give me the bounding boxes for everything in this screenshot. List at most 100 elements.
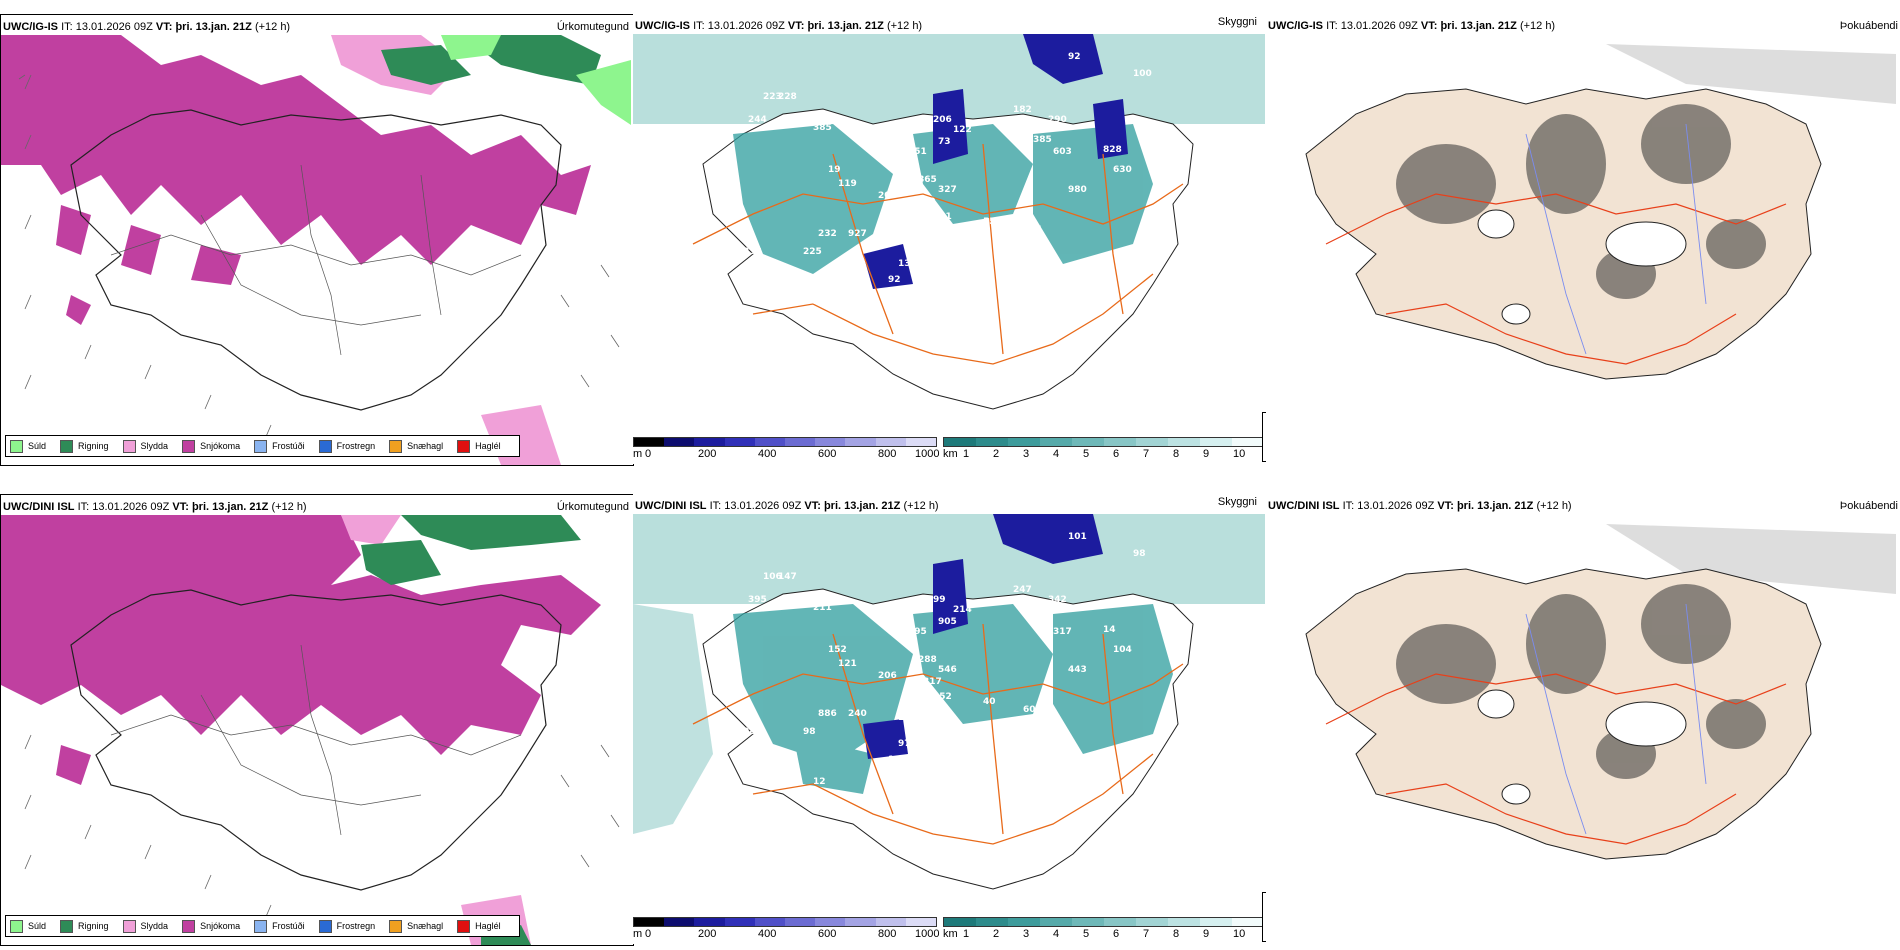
cloud-base-value: 70 <box>923 197 936 207</box>
fog-title: Þokuábendi <box>1839 500 1898 512</box>
tick: 6 <box>1113 928 1120 940</box>
tick: 5 <box>1083 448 1090 460</box>
cbar-seg <box>1040 918 1072 926</box>
precip-type-title: Úrkomutegund <box>556 501 629 513</box>
cbar-seg <box>815 438 846 446</box>
cloud-base-value: 200 <box>878 191 897 201</box>
roads <box>110 164 522 356</box>
rain-areas <box>381 35 601 85</box>
fog-shading <box>1396 584 1766 779</box>
cloud-base-value: 92 <box>888 275 901 285</box>
legend-item: Súld <box>10 439 46 453</box>
tick: 200 <box>698 928 717 940</box>
cbar-seg <box>785 438 816 446</box>
cbar-seg <box>1104 438 1136 446</box>
panel-title: UWC/IG-IS IT: 13.01.2026 09Z VT: þri. 13… <box>3 21 290 33</box>
cloud-base-value: 886 <box>818 709 837 719</box>
it-label: IT: <box>1326 20 1338 32</box>
cbar-seg <box>905 438 937 446</box>
cloud-base-value: 136 <box>898 259 917 269</box>
legend-item: Snjókoma <box>182 919 240 933</box>
cloudbase-colorbar <box>633 917 937 927</box>
precip-legend: Súld Rigning Slydda Snjókoma Frostúði Fr… <box>5 435 520 457</box>
lead-time: (+12 h) <box>886 20 923 32</box>
cloud-base-value: 96 <box>1003 749 1016 759</box>
swatch <box>10 439 23 453</box>
init-time: 13.01.2026 09Z <box>1340 20 1418 32</box>
init-time: 13.01.2026 09Z <box>707 20 785 32</box>
fog-map-2 <box>1305 524 1896 860</box>
fog-panel-2: UWC/DINI ISL IT: 13.01.2026 09Z VT: þri.… <box>1266 494 1900 944</box>
cbar-seg <box>724 438 755 446</box>
cbar-seg <box>754 438 786 446</box>
swatch <box>389 439 403 453</box>
swatch <box>254 439 268 453</box>
cbar-seg <box>845 438 876 446</box>
cbar-seg <box>1136 918 1168 926</box>
legend-item: Slydda <box>122 919 169 933</box>
cloud-base-value: 14 <box>1103 625 1116 635</box>
cbar-seg <box>944 438 976 446</box>
legend-label: Snæhagl <box>407 441 444 451</box>
legend-label: Snæhagl <box>407 921 444 931</box>
cloud-base-value: 385 <box>1033 135 1052 145</box>
legend-label: Snjókoma <box>200 441 241 451</box>
swatch <box>122 439 136 453</box>
tick: 400 <box>758 928 777 940</box>
visibility-title: Skyggni <box>1217 496 1257 508</box>
visibility-panel-1: 92 100 223 228 244 385 206 122 182 290 73 19 385 151 6… <box>633 14 1265 464</box>
cbar-seg <box>1232 438 1264 446</box>
cloud-base-value: 630 <box>1113 165 1132 175</box>
init-time: 13.01.2026 09Z <box>1357 500 1435 512</box>
cbar-seg <box>944 918 976 926</box>
tick: 0 <box>645 928 652 940</box>
vt-label: VT: <box>1437 500 1454 512</box>
cloud-base-value: 395 <box>748 595 767 605</box>
tick: 4 <box>1053 928 1060 940</box>
cloud-base-value: 165 <box>1033 615 1052 625</box>
cloud-base-value: 195 <box>908 627 927 637</box>
cbar-seg <box>694 918 725 926</box>
lead-time: (+12 h) <box>903 500 939 512</box>
wind-barbs <box>18 74 620 440</box>
panel-title: UWC/DINI ISL IT: 13.01.2026 09Z VT: þri.… <box>3 501 307 513</box>
cbar-seg <box>1040 438 1072 446</box>
model-name: UWC/DINI ISL <box>635 500 707 512</box>
cloud-base-value: 98 <box>1133 549 1146 559</box>
wind-barbs <box>24 734 620 920</box>
cloud-base-value: 98 <box>803 727 816 737</box>
cbar-seg <box>634 918 665 926</box>
iceland-coast <box>70 589 562 891</box>
swatch <box>318 919 332 933</box>
precip-panel-2: UWC/DINI ISL IT: 13.01.2026 09Z VT: þri.… <box>0 494 634 946</box>
visibility-title: Skyggni <box>1217 16 1257 28</box>
vt-label: VT: <box>172 501 189 513</box>
model-name: UWC/IG-IS <box>1268 20 1323 32</box>
precip-map-2 <box>1 515 620 945</box>
lead-time: (+12 h) <box>1536 500 1572 512</box>
it-label: IT: <box>61 21 73 33</box>
cloud-base-value: 288 <box>918 655 937 665</box>
cloud-base-value: 317 <box>1053 627 1072 637</box>
cbar-seg <box>785 918 816 926</box>
model-name: UWC/IG-IS <box>635 20 690 32</box>
cloud-base-value: 327 <box>938 185 957 195</box>
legend-label: Frostregn <box>336 921 376 931</box>
tick: 9 <box>1203 448 1210 460</box>
roads <box>110 644 522 836</box>
swatch <box>457 439 471 453</box>
precip-type-title: Úrkomutegund <box>556 21 629 33</box>
tick: 1 <box>963 928 970 940</box>
cloud-base-value: 211 <box>813 603 832 613</box>
tick: 2 <box>993 448 1000 460</box>
roads <box>692 143 1184 365</box>
tick: 1 <box>963 448 970 460</box>
cloud-base-value: 119 <box>838 179 857 189</box>
vt-label: VT: <box>155 21 173 33</box>
cloud-base-value: 99 <box>933 595 946 605</box>
valid-time: þri. 13.jan. 21Z <box>807 20 884 32</box>
legend-item: Haglél <box>457 919 501 933</box>
legend-label: Slydda <box>140 921 169 931</box>
cloud-base-value: 609 <box>1023 705 1042 715</box>
